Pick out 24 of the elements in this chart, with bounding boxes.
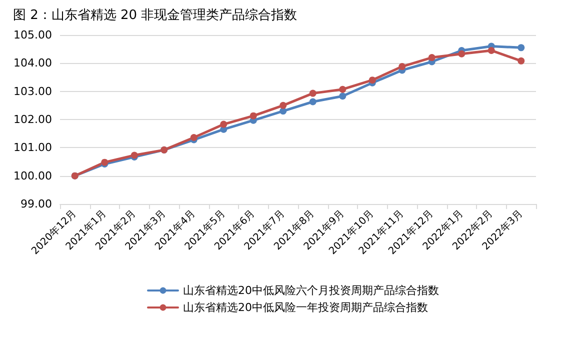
point bbox=[398, 63, 406, 70]
point bbox=[488, 46, 495, 54]
point bbox=[339, 92, 346, 100]
point bbox=[368, 76, 376, 84]
legend-label: 山东省精选20中低风险一年投资周期产品综合指数 bbox=[183, 301, 428, 314]
legend-label: 山东省精选20中低风险六个月投资周期产品综合指数 bbox=[183, 284, 439, 297]
chart-title: 图 2：山东省精选 20 非现金管理类产品综合指数 bbox=[13, 8, 298, 23]
y-tick-label: 103.00 bbox=[14, 84, 52, 98]
point bbox=[280, 102, 287, 109]
point bbox=[339, 86, 346, 93]
point bbox=[518, 57, 525, 64]
y-tick-label: 104.00 bbox=[14, 56, 52, 70]
y-tick-label: 105.00 bbox=[14, 28, 52, 42]
point bbox=[518, 44, 525, 52]
y-tick-label: 101.00 bbox=[14, 141, 52, 154]
point bbox=[250, 112, 257, 120]
point bbox=[458, 50, 466, 58]
point bbox=[309, 90, 316, 97]
y-tick-label: 100.00 bbox=[14, 169, 52, 182]
point bbox=[220, 120, 228, 128]
point bbox=[309, 98, 316, 106]
y-tick-label: 102.00 bbox=[14, 113, 52, 126]
y-tick-label: 99.00 bbox=[20, 198, 52, 210]
point bbox=[428, 54, 436, 62]
